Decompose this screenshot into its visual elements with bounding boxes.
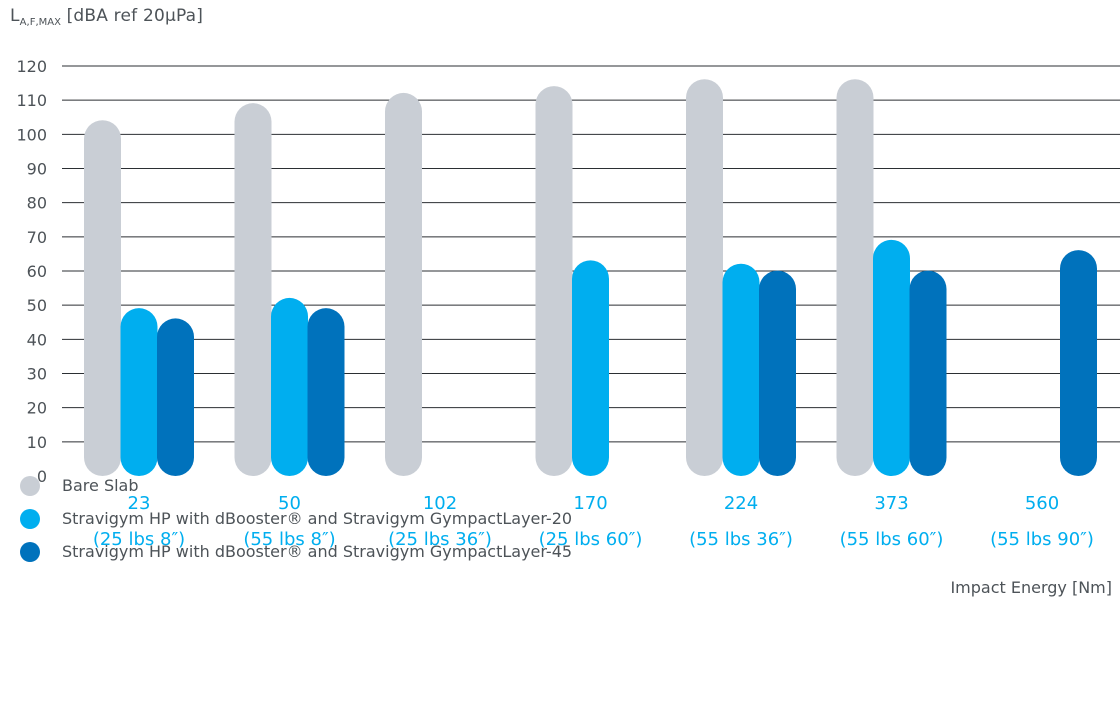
bar: [686, 79, 723, 476]
y-axis-label-main: L: [10, 6, 20, 26]
legend-swatch-gympactlayer-45: [20, 542, 40, 562]
x-tick-label: 560: [1025, 493, 1059, 514]
legend-swatch-gympactlayer-20: [20, 509, 40, 529]
y-tick-label: 70: [27, 228, 47, 247]
y-tick-label: 30: [27, 365, 47, 384]
bar: [157, 318, 194, 476]
bar: [271, 297, 308, 476]
bar: [873, 239, 910, 476]
y-tick-label: 90: [27, 160, 47, 179]
legend-label-gympactlayer-20: Stravigym HP with dBooster® and Stravigy…: [62, 509, 573, 528]
x-tick-sublabel: (55 lbs 36″): [689, 529, 793, 550]
x-tick-label: 23: [128, 493, 151, 514]
legend-swatch-bare-slab: [20, 476, 40, 496]
x-tick-sublabel: (25 lbs 60″): [539, 529, 643, 550]
bar: [1060, 250, 1097, 476]
bar: [909, 270, 947, 476]
y-tick-label: 50: [27, 296, 47, 315]
y-tick-label: 110: [16, 91, 47, 110]
x-axis-label: Impact Energy [Nm]: [950, 578, 1112, 597]
x-tick-label: 224: [724, 493, 758, 514]
bar: [120, 308, 158, 476]
y-tick-label: 0: [37, 467, 47, 486]
x-tick-sublabel: (55 lbs 8″): [243, 529, 335, 550]
legend-label-gympactlayer-45: Stravigym HP with dBooster® and Stravigy…: [62, 542, 573, 561]
y-tick-label: 80: [27, 194, 47, 213]
y-tick-label: 100: [16, 125, 47, 144]
x-tick-label: 170: [573, 493, 607, 514]
bar: [535, 86, 573, 476]
bar: [759, 270, 796, 476]
x-tick-sublabel: (25 lbs 8″): [93, 529, 185, 550]
y-tick-label: 60: [27, 262, 47, 281]
x-tick-sublabel: (55 lbs 90″): [990, 529, 1094, 550]
x-tick-label: 373: [874, 493, 908, 514]
x-tick-sublabel: (25 lbs 36″): [388, 529, 492, 550]
bar: [84, 120, 121, 476]
bar: [307, 308, 345, 476]
y-tick-label: 120: [16, 57, 47, 76]
bar-chart: 0 10 20 30 40 50 60 70 80 90 100 110 120 23 (25 lbs 8″…: [16, 57, 1120, 550]
x-tick-label: 50: [278, 493, 301, 514]
bar: [722, 263, 760, 476]
y-tick-label: 20: [27, 399, 47, 418]
bar: [234, 103, 272, 477]
bar: [572, 260, 609, 476]
x-tick-sublabel: (55 lbs 60″): [840, 529, 944, 550]
y-tick-label: 40: [27, 330, 47, 349]
bar: [385, 92, 422, 477]
x-tick-label: 102: [423, 493, 457, 514]
legend-label-bare-slab: Bare Slab: [62, 476, 139, 495]
y-axis-label-unit: [dBA ref 20µPa]: [66, 6, 204, 26]
y-axis-label: LA,F,MAX [dBA ref 20µPa]: [10, 6, 203, 28]
y-tick-label: 10: [27, 433, 47, 452]
y-axis-label-subscript: A,F,MAX: [19, 17, 61, 28]
bar: [836, 79, 874, 476]
